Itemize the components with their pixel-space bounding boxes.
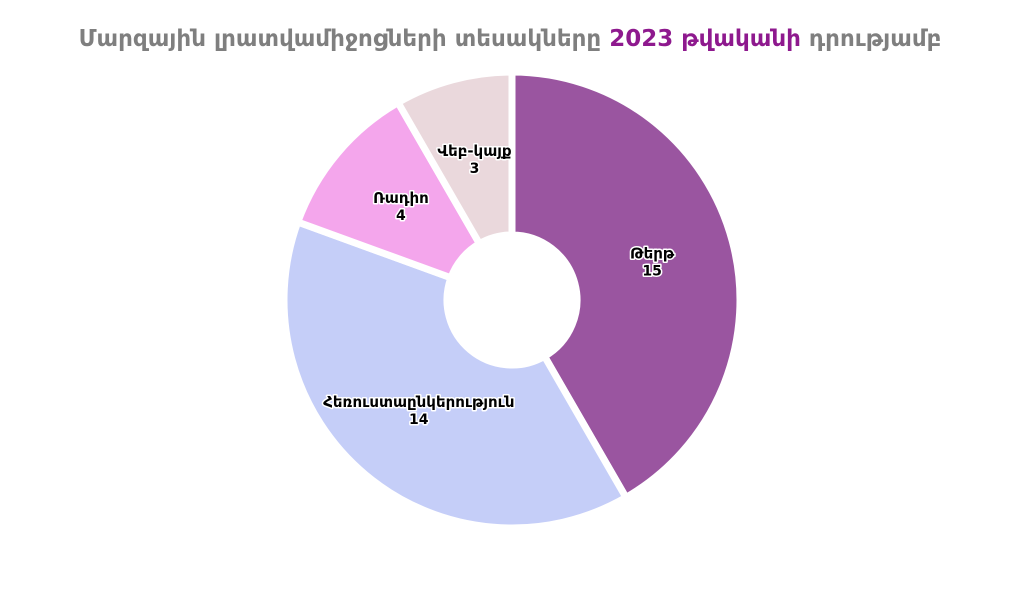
chart-title: Մարզային լրատվամիջոցների տեսակները 2023 … bbox=[0, 26, 1020, 52]
pie-slice-label-1: Թերթ 15 bbox=[630, 245, 675, 280]
pie-slice-1 bbox=[508, 68, 744, 503]
chart-title-highlight: 2023 թվականի bbox=[609, 26, 801, 52]
pie-slice-3 bbox=[293, 97, 485, 283]
chart-title-suffix: դրությամբ bbox=[808, 26, 942, 52]
pie-slice-label-3: Ռադիո 4 bbox=[373, 189, 429, 224]
pie-slice-label-2: Հեռուստաընկերություն 14 bbox=[323, 393, 514, 428]
pie-slice-4 bbox=[393, 68, 516, 249]
pie-slice-2 bbox=[280, 217, 631, 532]
chart-title-prefix: Մարզային լրատվամիջոցների տեսակները bbox=[78, 26, 602, 52]
pie-slice-label-4: Վեբ-կայք 3 bbox=[437, 142, 512, 177]
